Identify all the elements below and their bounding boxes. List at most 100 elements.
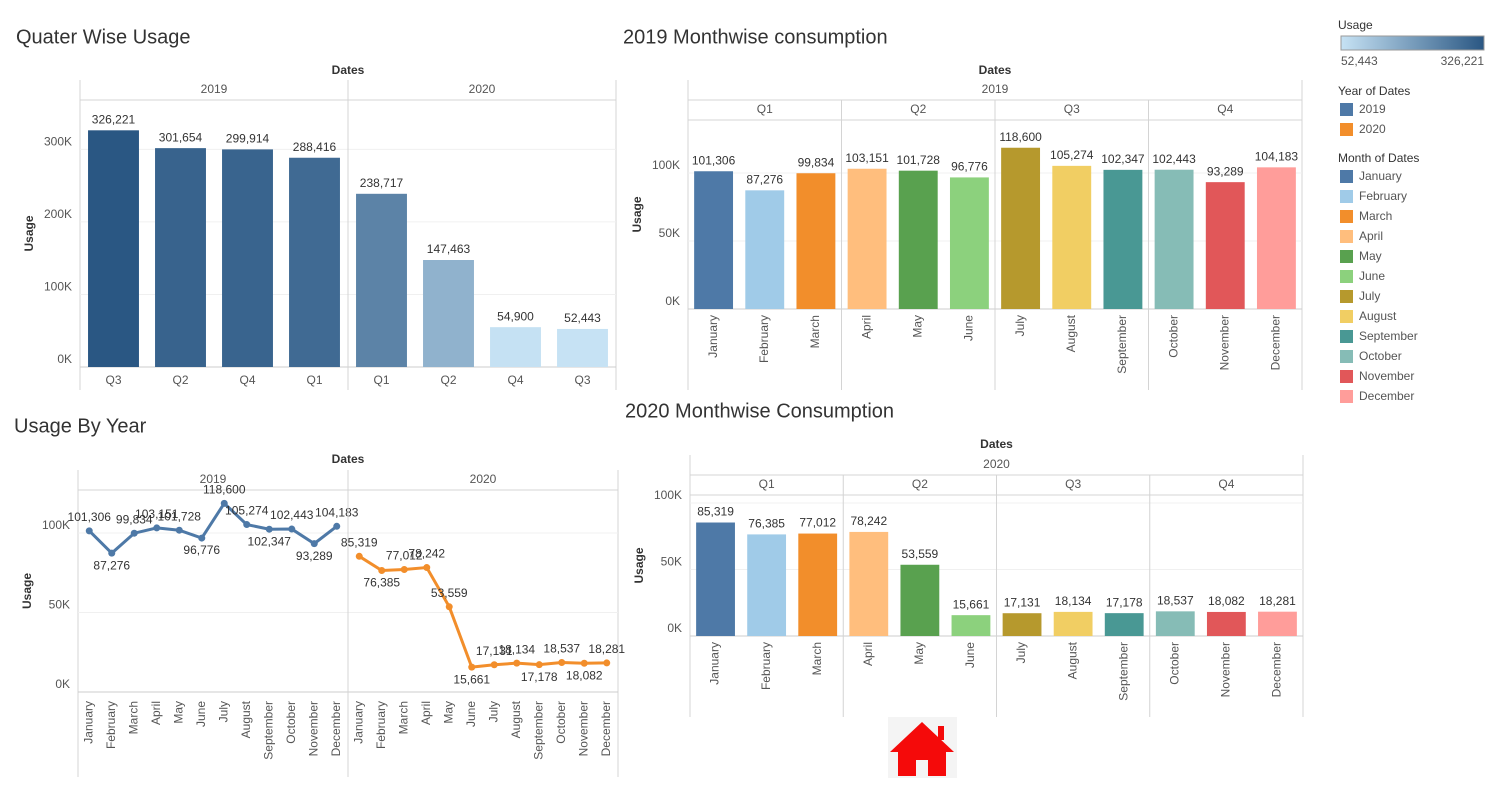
legend-label: October bbox=[1359, 349, 1402, 363]
x-tick-label: May bbox=[910, 315, 924, 338]
x-tick-label: August bbox=[1065, 641, 1079, 679]
point bbox=[535, 661, 543, 669]
point bbox=[490, 661, 498, 669]
data-label: 18,537 bbox=[1157, 594, 1194, 608]
legend-label: July bbox=[1359, 289, 1380, 303]
legend-label: June bbox=[1359, 269, 1385, 283]
bar bbox=[951, 615, 991, 636]
y-tick-label: 100K bbox=[44, 280, 72, 294]
data-label: 101,306 bbox=[692, 153, 736, 167]
x-tick-label: March bbox=[808, 315, 822, 348]
legend-label: November bbox=[1359, 369, 1414, 383]
data-label: 96,776 bbox=[951, 160, 988, 174]
data-label: 104,183 bbox=[315, 505, 359, 519]
group-header: 2019 bbox=[200, 472, 227, 486]
data-label: 76,385 bbox=[363, 576, 400, 590]
x-tick-label: February bbox=[759, 642, 773, 690]
bar bbox=[849, 531, 889, 636]
legend-swatch bbox=[1340, 250, 1353, 263]
data-label: 102,347 bbox=[248, 534, 292, 548]
x-tick-label: June bbox=[464, 701, 478, 727]
legend-swatch bbox=[1340, 290, 1353, 303]
data-label: 78,242 bbox=[850, 514, 887, 528]
y-tick-label: 200K bbox=[44, 207, 72, 221]
bar bbox=[798, 533, 838, 636]
y-tick-label: 50K bbox=[661, 555, 682, 569]
legend-label: April bbox=[1359, 229, 1383, 243]
data-label: 102,347 bbox=[1101, 152, 1145, 166]
data-label: 301,654 bbox=[159, 130, 203, 144]
x-tick-label: September bbox=[1115, 315, 1129, 374]
x-tick-label: Q2 bbox=[440, 373, 456, 387]
bar bbox=[1256, 167, 1296, 309]
x-tick-label: January bbox=[708, 642, 722, 685]
legend-title: Year of Dates bbox=[1338, 84, 1410, 98]
data-label: 85,319 bbox=[341, 535, 378, 549]
x-tick-label: Q1 bbox=[306, 373, 322, 387]
legend-label: September bbox=[1359, 329, 1418, 343]
point bbox=[85, 527, 93, 535]
point bbox=[468, 663, 476, 671]
x-tick-label: February bbox=[757, 315, 771, 363]
point bbox=[288, 525, 296, 533]
point bbox=[108, 549, 116, 557]
home-icon bbox=[890, 722, 954, 776]
legend-tick-label: 326,221 bbox=[1441, 54, 1485, 68]
bar bbox=[423, 260, 474, 367]
x-tick-label: November bbox=[1219, 642, 1233, 697]
bar bbox=[745, 190, 785, 309]
bar bbox=[796, 173, 836, 309]
x-tick-label: July bbox=[486, 701, 500, 722]
bar bbox=[1206, 611, 1246, 636]
data-label: 101,306 bbox=[68, 510, 112, 524]
x-tick-label: August bbox=[239, 700, 253, 738]
data-label: 93,289 bbox=[1207, 164, 1244, 178]
x-tick-label: Q4 bbox=[239, 373, 255, 387]
group-header: Q2 bbox=[912, 477, 928, 491]
data-label: 15,661 bbox=[453, 672, 490, 686]
bar bbox=[289, 157, 340, 367]
group-header: Q2 bbox=[910, 102, 926, 116]
x-tick-label: May bbox=[912, 642, 926, 665]
data-label: 105,274 bbox=[1050, 148, 1094, 162]
group-header: Q3 bbox=[1064, 102, 1080, 116]
x-tick-label: Q2 bbox=[172, 373, 188, 387]
x-axis-title: Dates bbox=[979, 63, 1012, 77]
x-tick-label: October bbox=[284, 701, 298, 744]
bar bbox=[155, 148, 206, 367]
data-label: 53,559 bbox=[431, 586, 468, 600]
data-label: 85,319 bbox=[697, 505, 734, 519]
data-label: 17,178 bbox=[521, 670, 558, 684]
chart-title: 2019 Monthwise consumption bbox=[623, 26, 888, 48]
bar bbox=[696, 522, 735, 636]
data-label: 87,276 bbox=[746, 173, 783, 187]
bar bbox=[490, 327, 541, 367]
point bbox=[243, 521, 251, 529]
x-tick-label: June bbox=[963, 642, 977, 668]
x-tick-label: April bbox=[419, 701, 433, 725]
x-tick-label: January bbox=[81, 701, 95, 744]
point bbox=[175, 526, 183, 534]
group-header: Q4 bbox=[1218, 477, 1234, 491]
column-header: 2020 bbox=[983, 457, 1010, 471]
legend-swatch bbox=[1340, 210, 1353, 223]
line bbox=[358, 555, 607, 669]
data-label: 77,012 bbox=[799, 516, 836, 530]
bar bbox=[1052, 165, 1092, 309]
data-label: 77,012 bbox=[386, 549, 423, 563]
legend-swatch bbox=[1340, 190, 1353, 203]
data-label: 17,178 bbox=[1106, 595, 1143, 609]
y-axis-title: Usage bbox=[632, 547, 646, 583]
x-tick-label: April bbox=[861, 642, 875, 666]
y-tick-label: 300K bbox=[44, 135, 72, 149]
data-label: 96,776 bbox=[183, 543, 220, 557]
x-tick-label: August bbox=[509, 700, 523, 738]
y-tick-label: 0K bbox=[665, 294, 680, 308]
x-tick-label: Q4 bbox=[507, 373, 523, 387]
point bbox=[265, 525, 273, 533]
point bbox=[333, 522, 341, 530]
point bbox=[445, 603, 453, 611]
y-axis-title: Usage bbox=[20, 573, 34, 609]
home-button[interactable] bbox=[888, 717, 957, 778]
legend-label: 2020 bbox=[1359, 122, 1386, 136]
